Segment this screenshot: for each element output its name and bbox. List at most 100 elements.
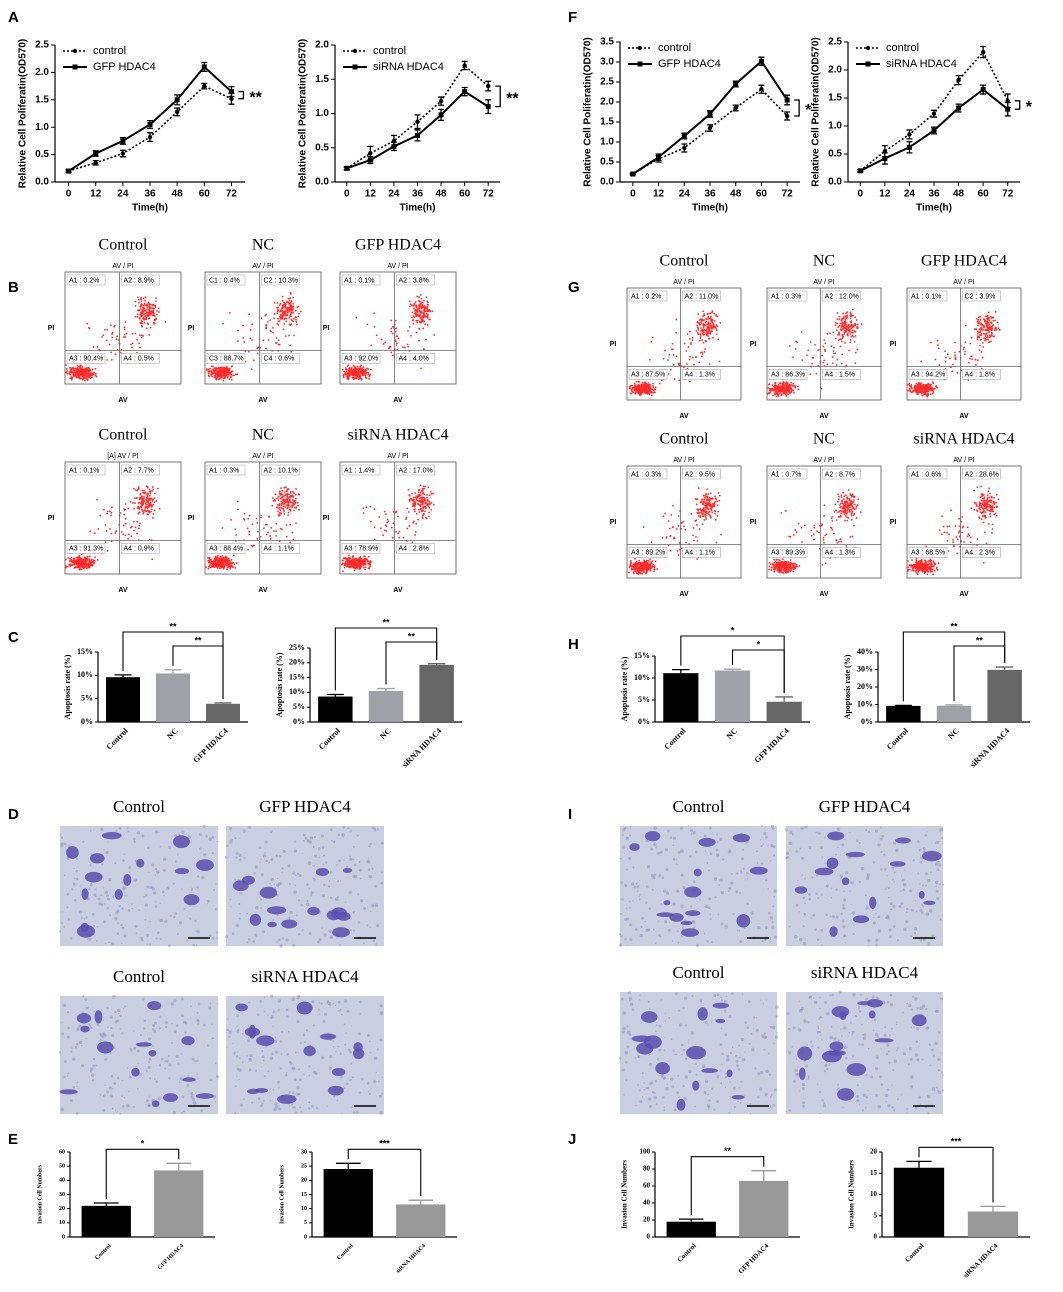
event-dot <box>208 371 210 374</box>
event-dot <box>938 364 941 367</box>
event-dot <box>138 524 141 527</box>
event-dot <box>138 301 140 304</box>
event-dot <box>81 566 84 569</box>
event-dot <box>774 387 776 390</box>
event-dot <box>359 365 362 368</box>
event-dot <box>207 557 209 559</box>
event-dot <box>142 499 145 502</box>
event-dot <box>844 315 847 318</box>
quadrant-label: A2 : 7.7% <box>124 467 154 474</box>
event-dot <box>994 319 996 322</box>
event-dot <box>347 554 350 557</box>
event-dot <box>630 384 632 387</box>
event-dot <box>354 372 357 375</box>
event-dot <box>346 564 349 567</box>
event-dot <box>844 341 846 344</box>
event-dot <box>269 537 272 540</box>
event-dot <box>914 384 917 387</box>
event-dot <box>298 508 300 511</box>
event-dot <box>386 521 389 524</box>
event-dot <box>225 366 228 369</box>
event-dot <box>141 309 144 311</box>
event-dot <box>359 556 362 558</box>
quadrant-label-box <box>66 543 106 554</box>
error-bar <box>214 702 232 704</box>
event-dot <box>932 382 935 385</box>
event-dot <box>641 385 644 387</box>
event-dot <box>848 349 850 352</box>
event-dot <box>360 364 363 367</box>
significance-label: * <box>757 639 761 649</box>
event-dot <box>130 343 132 346</box>
event-dot <box>982 324 984 327</box>
event-dot <box>350 368 353 371</box>
event-dot <box>416 314 419 316</box>
error-bar <box>894 704 912 707</box>
event-dot <box>75 372 78 375</box>
event-dot <box>92 373 95 376</box>
event-dot <box>401 346 404 349</box>
event-dot <box>838 315 841 318</box>
event-dot <box>856 348 859 351</box>
event-dot <box>289 301 292 304</box>
event-dot <box>717 338 720 341</box>
event-dot <box>80 368 82 370</box>
event-dot <box>99 514 102 517</box>
event-dot <box>72 369 75 371</box>
event-dot <box>287 301 290 304</box>
event-dot <box>419 491 422 494</box>
event-dot <box>252 359 255 362</box>
event-dot <box>710 324 713 327</box>
event-dot <box>782 381 785 384</box>
y-tick-label: 0.5 <box>35 149 49 160</box>
quadrant-label: A4 : 4.0% <box>399 356 429 363</box>
event-dot <box>702 341 705 344</box>
event-dot <box>81 374 84 377</box>
event-dot <box>698 323 701 326</box>
event-dot <box>293 500 296 503</box>
event-dot <box>88 559 91 562</box>
event-dot <box>69 557 71 560</box>
event-dot <box>133 502 136 504</box>
event-dot <box>792 382 795 385</box>
event-dot <box>75 376 78 379</box>
event-dot <box>984 322 987 325</box>
event-dot <box>88 558 91 561</box>
y-tick-label: 100 <box>640 1148 651 1156</box>
significance-bracket <box>918 1146 994 1203</box>
event-dot <box>397 532 400 535</box>
event-dot <box>424 323 427 326</box>
y-tick-label: 0% <box>861 717 873 726</box>
event-dot <box>686 363 688 366</box>
event-dot <box>704 329 707 332</box>
event-dot <box>925 394 928 397</box>
event-dot <box>690 342 692 344</box>
event-dot <box>287 501 290 504</box>
event-dot <box>412 505 414 508</box>
event-dot <box>280 487 282 490</box>
event-dot <box>415 319 418 322</box>
event-dot <box>411 492 414 495</box>
event-dot <box>96 346 99 348</box>
event-dot <box>226 368 229 371</box>
event-dot <box>285 501 288 504</box>
event-dot <box>392 522 395 525</box>
event-dot <box>293 334 295 337</box>
event-dot <box>367 371 370 374</box>
event-dot <box>927 392 929 395</box>
event-dot <box>423 306 426 308</box>
event-dot <box>422 348 425 351</box>
event-dot <box>224 372 227 375</box>
event-dot <box>144 506 147 509</box>
event-dot <box>140 297 142 299</box>
quadrant-label: A4 : 1.1% <box>264 546 294 553</box>
event-dot <box>969 357 971 360</box>
event-dot <box>108 343 111 346</box>
plot-frame <box>64 271 182 385</box>
event-dot <box>217 561 220 564</box>
marker <box>120 151 126 156</box>
event-dot <box>233 374 236 377</box>
event-dot <box>352 370 354 373</box>
quadrant-label-box <box>206 274 246 286</box>
event-dot <box>127 507 130 510</box>
